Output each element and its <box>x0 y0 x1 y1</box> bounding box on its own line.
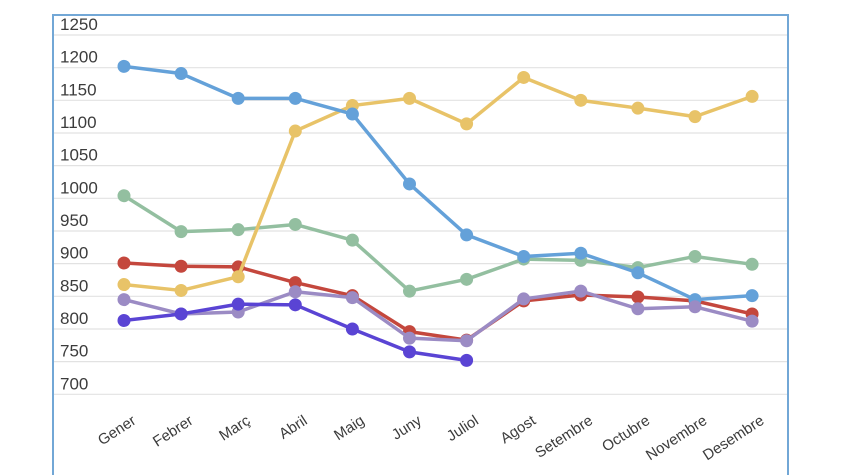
x-tick-label: Gener <box>95 412 139 449</box>
series-yellow-line <box>122 75 754 293</box>
x-tick-label: Setembre <box>532 412 596 462</box>
series-purple-line <box>122 289 754 343</box>
series-purple-point <box>403 331 416 345</box>
series-indigo-point <box>288 298 302 312</box>
y-tick-label: 750 <box>60 342 88 361</box>
series-green-point <box>117 189 131 203</box>
series-blue-point <box>174 67 188 81</box>
series-purple-point <box>517 292 531 306</box>
series-yellow-point <box>631 101 645 115</box>
y-tick-label: 1000 <box>60 178 98 197</box>
series-blue-line <box>122 64 754 302</box>
series-purple-point <box>460 334 474 348</box>
x-tick-label: Juny <box>389 412 425 444</box>
series-indigo-point <box>460 353 474 367</box>
series-purple-point <box>574 284 588 298</box>
series-green-point <box>403 284 416 298</box>
series-purple-point <box>345 291 359 305</box>
series-yellow-point <box>517 70 531 84</box>
series-green-line <box>122 193 754 293</box>
series-blue-point <box>460 228 474 242</box>
series-yellow-point <box>574 93 588 107</box>
series-green-point <box>745 257 759 271</box>
series-blue-point <box>231 91 245 105</box>
series-blue-point <box>745 289 759 303</box>
x-tick-label: Agost <box>497 412 539 448</box>
series-blue-point <box>517 249 531 263</box>
series-yellow-point <box>117 278 131 292</box>
series-yellow-point <box>460 117 474 131</box>
y-tick-label: 1150 <box>60 80 97 99</box>
series-blue-point <box>288 91 302 105</box>
series-indigo-point <box>345 322 359 336</box>
series-indigo-point <box>231 297 245 311</box>
series-yellow-point <box>288 124 302 138</box>
series-blue-point <box>403 177 416 191</box>
y-tick-label: 950 <box>60 211 88 230</box>
chart-frame[interactable]: 1250 1200 1150 1100 1050 1000 950 900 850 800 750 7… <box>52 14 789 475</box>
y-tick-label: 1250 <box>60 16 98 34</box>
series-yellow-point <box>231 270 245 284</box>
series-blue-point <box>345 107 359 121</box>
y-tick-label: 1050 <box>60 146 98 165</box>
series-red-line <box>122 261 754 342</box>
series-yellow-point <box>174 283 188 297</box>
series-purple-point <box>117 293 131 307</box>
series-green-point <box>345 233 359 247</box>
x-tick-label: Maig <box>331 412 368 444</box>
series-green-point <box>231 223 245 237</box>
line-chart: 1250 1200 1150 1100 1050 1000 950 900 850 800 750 7… <box>54 16 787 464</box>
series-blue-point <box>117 59 131 73</box>
series-blue-point <box>631 266 645 280</box>
series-purple-point <box>688 300 702 314</box>
series-red-point <box>631 290 645 304</box>
series-green-point <box>460 272 474 286</box>
series-yellow-point <box>745 89 759 103</box>
series-green-point <box>174 225 188 239</box>
x-tick-label: Febrer <box>150 412 196 450</box>
series-green-point <box>688 249 702 263</box>
series-purple-point <box>631 302 645 316</box>
series-purple-point <box>288 285 302 299</box>
x-tick-label: Abril <box>276 412 310 443</box>
y-tick-label: 1100 <box>60 113 97 132</box>
y-tick-label: 1200 <box>60 48 98 67</box>
series-green-point <box>288 217 302 231</box>
x-tick-label: Juliol <box>444 412 482 445</box>
y-tick-label: 850 <box>60 276 88 295</box>
series-purple-point <box>745 314 759 328</box>
y-tick-label: 900 <box>60 244 88 263</box>
series-blue-point <box>574 246 588 260</box>
series-indigo-point <box>117 313 131 327</box>
y-tick-label: 800 <box>60 309 88 328</box>
series-yellow-point <box>688 110 702 124</box>
series-indigo-point <box>174 307 188 321</box>
x-tick-label: Novembre <box>643 412 710 464</box>
series-indigo-point <box>403 345 416 359</box>
series-red-point <box>117 256 131 270</box>
x-tick-label: Desembre <box>700 412 767 464</box>
series-red-point <box>174 259 188 273</box>
series-yellow-point <box>403 91 416 105</box>
x-tick-label: Març <box>216 412 254 445</box>
series-red-point <box>288 276 302 290</box>
y-tick-label: 700 <box>60 374 88 393</box>
